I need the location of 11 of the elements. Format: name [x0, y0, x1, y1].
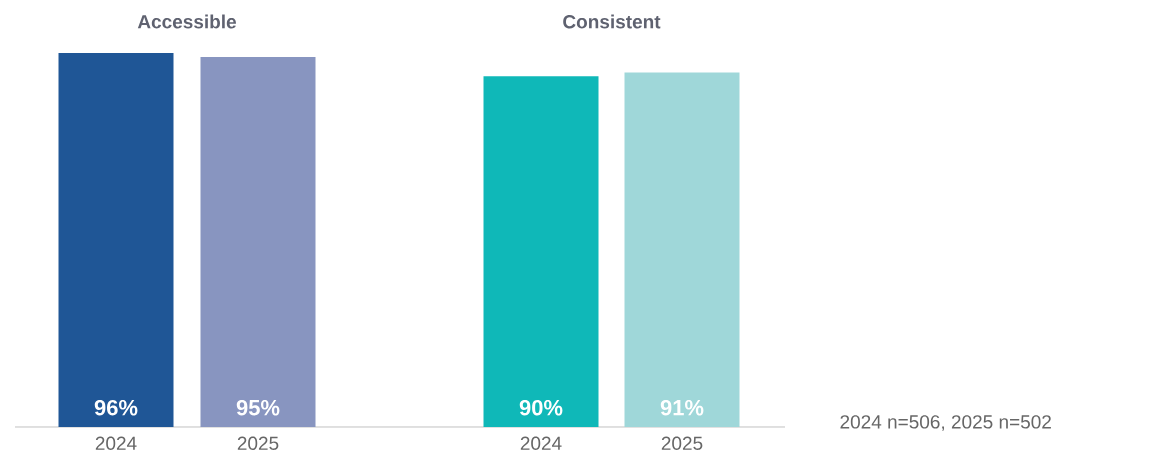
- chart-title: Accessible: [137, 14, 236, 29]
- x-tick-label: 2025: [661, 436, 703, 450]
- data-label: 95%: [236, 399, 280, 416]
- data-label: 91%: [660, 399, 704, 416]
- x-tick-label: 2025: [237, 436, 279, 450]
- data-label: 96%: [94, 399, 138, 416]
- x-tick-label: 2024: [95, 436, 137, 450]
- x-tick-label: 2024: [520, 436, 562, 450]
- text: 2024 n=506, 2025 n=502: [840, 415, 1051, 431]
- chart-title: Consistent: [563, 14, 661, 29]
- data-label: 90%: [519, 399, 563, 416]
